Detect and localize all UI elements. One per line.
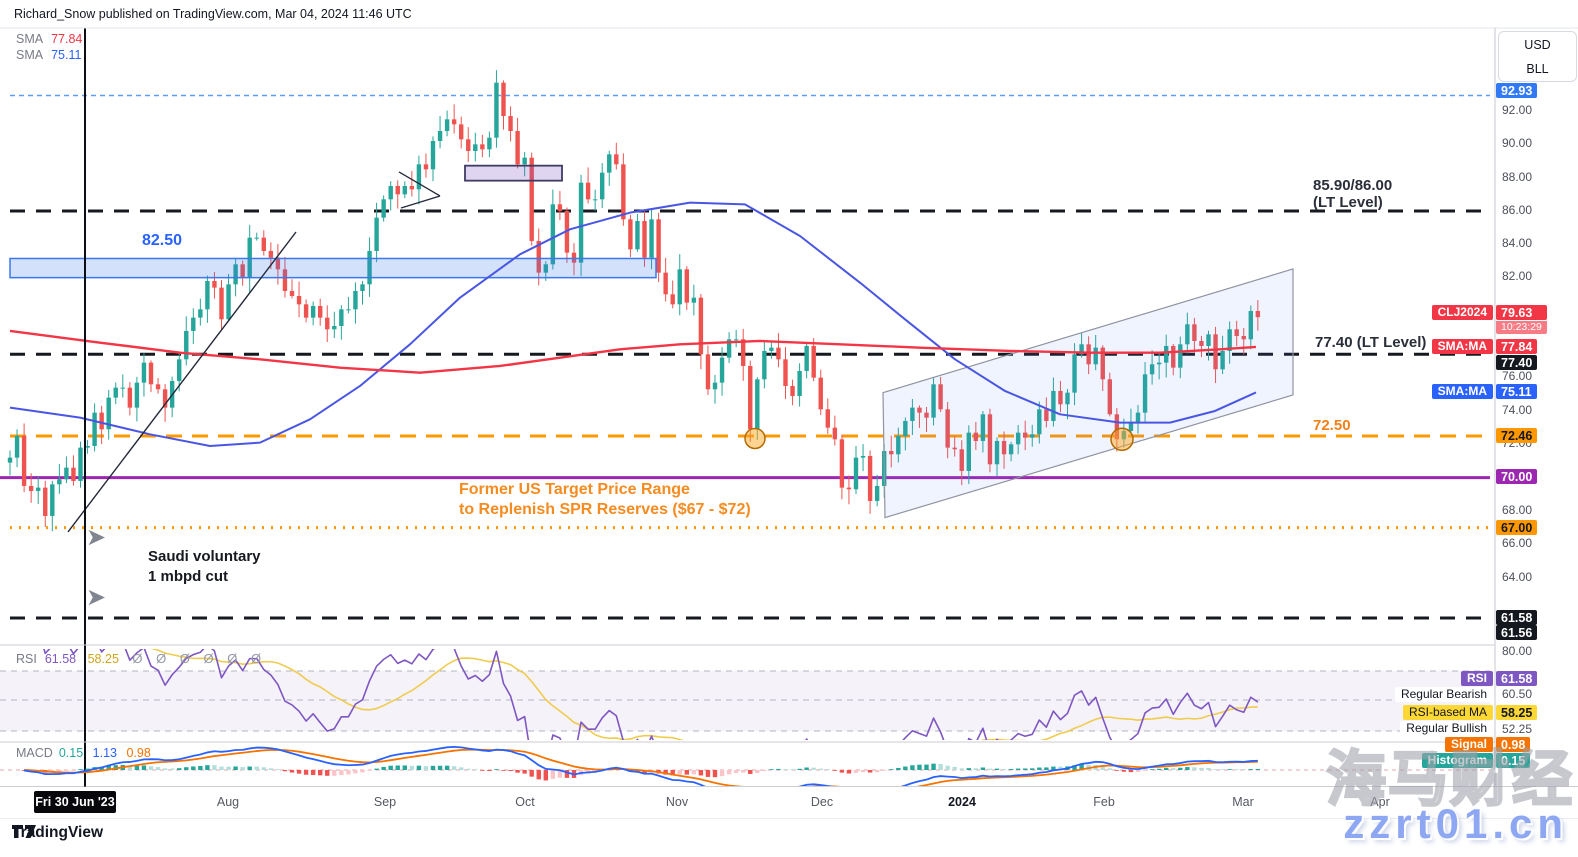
unit-usd[interactable]: USD [1524, 38, 1551, 52]
price-tick: 64.00 [1502, 570, 1533, 584]
price-badge: 75.11 [1496, 384, 1537, 399]
price-tick: 82.00 [1502, 269, 1533, 283]
watermark-site: zzrt01.cn [1343, 800, 1568, 847]
rsi-label: RSI [16, 652, 37, 666]
watermark-chinese: 海马财经 [1325, 745, 1574, 815]
candlesticks [7, 70, 1261, 532]
annotation-level-7250[interactable]: 72.50 [1313, 417, 1351, 434]
price-badge: 72.46 [1496, 428, 1538, 443]
time-axis[interactable]: Fri 30 Jun '23 Aug Sep Oct Nov Dec 2024 Feb Mar… [0, 787, 1578, 818]
macd-signal-value: 0.98 [126, 746, 151, 760]
time-tick: Dec [810, 795, 834, 809]
macd-hist-value: 0.15 [58, 746, 84, 760]
series-label-signal: Signal [1444, 737, 1493, 752]
countdown-timer: 10:23:29 [1496, 321, 1547, 334]
macd-pane [0, 745, 1490, 786]
time-tick: Aug [216, 795, 240, 809]
price-badge: 77.40 [1496, 355, 1538, 370]
sma1-label: SMA [16, 32, 44, 46]
annotation-saudi-cut[interactable]: Saudi voluntary 1 mbpd cut [148, 548, 261, 585]
price-tick: 52.25 [1502, 722, 1533, 736]
rsi-background [0, 670, 1490, 732]
price-badge: 77.84 [1496, 339, 1538, 354]
price-badge: 61.56 [1496, 625, 1538, 640]
price-badge: 70.00 [1496, 469, 1538, 484]
annotation-level-8250[interactable]: 82.50 [142, 232, 183, 249]
price-tick: 66.00 [1502, 536, 1533, 550]
series-label-clj2024: CLJ2024 [1431, 305, 1493, 320]
price-tick: 80.00 [1502, 644, 1533, 658]
time-tick: Nov [665, 795, 689, 809]
rsi-ma-value: 58.25 [87, 652, 119, 666]
time-tick: Oct [515, 795, 535, 809]
price-tick: 92.00 [1502, 103, 1533, 117]
series-label-rsi-based-ma: RSI-based MA [1402, 705, 1493, 720]
title-bar: Richard_Snow published on TradingView.co… [0, 0, 1578, 28]
annotation-lt-level-7740[interactable]: 77.40 (LT Level) [1315, 334, 1427, 351]
series-label-rsi: RSI [1460, 671, 1493, 686]
annotation-lt-level-86[interactable]: 85.90/86.00 (LT Level) [1313, 177, 1393, 211]
price-badge: 67.00 [1496, 520, 1538, 535]
arrow-icon: ➤ [86, 584, 107, 611]
series-label-histogram: Histogram [1421, 753, 1493, 768]
rsi-legend[interactable]: RSI 61.58 58.25 Ø Ø Ø Ø Ø Ø [16, 651, 266, 666]
sma-lines[interactable] [9, 201, 1257, 447]
time-tick: 2024 [948, 795, 976, 809]
price-tick: 74.00 [1502, 403, 1533, 417]
price-tick: 68.00 [1502, 503, 1533, 517]
time-tick: Apr [1370, 795, 1390, 809]
rsi-pane [43, 649, 1259, 740]
date-marker-badge: Fri 30 Jun '23 [34, 791, 116, 813]
price-tick: 90.00 [1502, 136, 1533, 150]
price-tick: 76.00 [1502, 369, 1533, 383]
price-tick: 88.00 [1502, 170, 1533, 184]
tradingview-logo-text: TradingView [12, 824, 104, 841]
time-tick: Sep [373, 795, 397, 809]
price-badge: 0.15 [1496, 753, 1531, 768]
sma2-label: SMA [16, 48, 44, 62]
sma-legend[interactable]: SMA 77.84 SMA 75.11 [16, 31, 82, 63]
price-tick: 60.50 [1502, 687, 1533, 701]
price-badge: 79.63 10:23:29 [1496, 305, 1547, 334]
price-tick: 86.00 [1502, 203, 1533, 217]
price-badge: 0.98 [1496, 737, 1531, 752]
arrow-icon: ➤ [86, 524, 107, 551]
annotation-spr-range[interactable]: Former US Target Price Range to Replenis… [459, 481, 751, 518]
publication-title: Richard_Snow published on TradingView.co… [14, 7, 412, 21]
sma2-value: 75.11 [51, 48, 82, 62]
time-tick: Mar [1232, 795, 1254, 809]
unit-bll[interactable]: BLL [1526, 62, 1549, 76]
unit-selector[interactable]: USD BLL [1498, 31, 1577, 82]
tradingview-logo-icon [12, 825, 36, 838]
sma1-value: 77.84 [51, 32, 83, 46]
macd-line-value: 1.13 [92, 746, 117, 760]
series-label-sma-ma: SMA:MA [1431, 339, 1493, 354]
price-tick: 84.00 [1502, 236, 1533, 250]
macd-label: MACD [16, 746, 53, 760]
series-label-sma-ma: SMA:MA [1431, 384, 1493, 399]
event-markers [84, 28, 1134, 787]
series-label-regular-bearish: Regular Bearish [1394, 687, 1493, 702]
price-badge: 58.25 [1496, 705, 1538, 720]
series-label-regular-bullish: Regular Bullish [1400, 721, 1493, 736]
price-badge: 92.93 [1496, 83, 1538, 98]
divergence-toggle-icons[interactable]: Ø Ø Ø Ø Ø Ø [132, 651, 267, 666]
price-badge: 61.58 [1496, 671, 1538, 686]
tradingview-logo[interactable]: TradingView [12, 824, 103, 842]
time-tick: Feb [1093, 795, 1115, 809]
rsi-value: 61.58 [44, 652, 77, 666]
trendlines[interactable] [67, 171, 441, 533]
price-axis[interactable]: 92.00 90.00 88.00 86.00 84.00 82.00 76.00 74.00… [1495, 28, 1578, 818]
price-badge: 61.58 [1496, 610, 1538, 625]
macd-legend[interactable]: MACD 0.15 1.13 0.98 [16, 746, 157, 760]
